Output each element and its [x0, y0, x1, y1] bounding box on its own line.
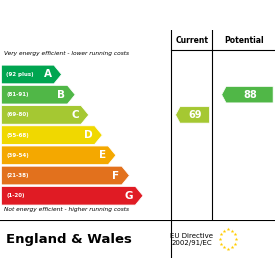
- Polygon shape: [1, 106, 89, 124]
- Text: (81-91): (81-91): [6, 92, 29, 97]
- Polygon shape: [1, 65, 62, 84]
- Text: 69: 69: [188, 110, 202, 120]
- Text: Potential: Potential: [224, 36, 263, 45]
- Polygon shape: [176, 107, 210, 123]
- Text: A: A: [44, 69, 52, 79]
- Text: 88: 88: [243, 90, 257, 100]
- Text: Not energy efficient - higher running costs: Not energy efficient - higher running co…: [4, 207, 129, 212]
- Polygon shape: [1, 146, 116, 165]
- Text: (55-68): (55-68): [6, 133, 29, 138]
- Text: B: B: [57, 90, 65, 100]
- Polygon shape: [1, 126, 102, 144]
- Text: D: D: [84, 130, 92, 140]
- Text: Very energy efficient - lower running costs: Very energy efficient - lower running co…: [4, 51, 129, 56]
- Polygon shape: [1, 166, 130, 185]
- Text: F: F: [112, 171, 120, 181]
- Text: (39-54): (39-54): [6, 153, 29, 158]
- Text: E: E: [99, 150, 106, 160]
- Text: Current: Current: [175, 36, 208, 45]
- Text: England & Wales: England & Wales: [6, 232, 131, 246]
- Text: EU Directive
2002/91/EC: EU Directive 2002/91/EC: [170, 232, 213, 246]
- Text: (1-20): (1-20): [6, 193, 25, 198]
- Text: (92 plus): (92 plus): [6, 72, 34, 77]
- Text: (21-38): (21-38): [6, 173, 29, 178]
- Polygon shape: [1, 85, 75, 104]
- Polygon shape: [1, 186, 143, 205]
- Polygon shape: [222, 86, 273, 103]
- Text: (69-80): (69-80): [6, 112, 29, 117]
- Text: C: C: [71, 110, 79, 120]
- Text: Energy Efficiency Rating: Energy Efficiency Rating: [8, 7, 210, 23]
- Text: G: G: [125, 191, 133, 201]
